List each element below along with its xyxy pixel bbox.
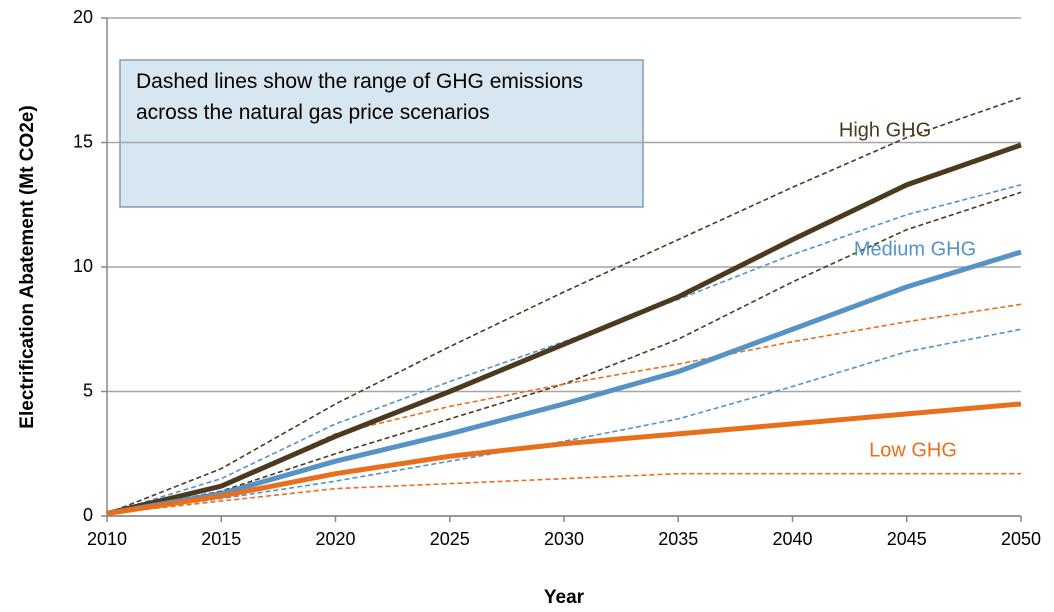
series-line [106,249,1022,516]
x-tick-label: 2010 [87,529,127,549]
series-line [106,142,1022,516]
range-line [106,472,1021,515]
x-tick-label: 2015 [201,529,241,549]
y-tick-label: 10 [73,256,93,276]
series-label: Low GHG [869,439,957,461]
annotation-wrap: Dashed lines show the range of GHG emiss… [136,70,584,124]
annotation: Dashed lines show the range of GHG emiss… [136,70,584,124]
range-line [106,303,1022,515]
range-line [106,191,1022,515]
x-tick-label: 2030 [544,529,584,549]
annotation-box [119,59,644,208]
x-tick-label: 2035 [658,529,698,549]
range-line [106,328,1022,515]
x-tick-label: 2045 [887,529,927,549]
range-line [106,184,1022,515]
x-tick-label: 2025 [430,529,470,549]
series-line [106,401,1022,516]
x-tick-label: 2050 [1001,529,1041,549]
x-tick-label: 2020 [315,529,355,549]
range-line [106,96,1022,515]
y-tick-label: 15 [73,131,93,151]
x-axis-title: Year [544,587,585,608]
series-label: High GHG [839,119,931,141]
y-tick-label: 0 [83,505,93,525]
y-axis-title: Electrification Abatement (Mt CO2e) [17,105,38,428]
x-tick-label: 2040 [772,529,812,549]
y-tick-label: 20 [73,7,93,27]
series-label: Medium GHG [854,238,976,260]
y-tick-label: 5 [83,380,93,400]
